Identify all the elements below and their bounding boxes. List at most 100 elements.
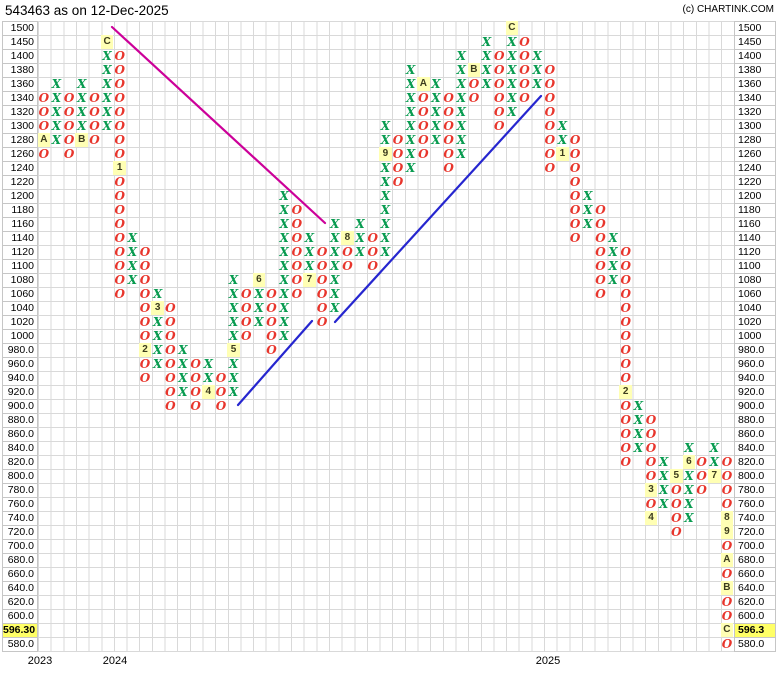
pnf-x-cell: X xyxy=(279,315,289,329)
pnf-x-cell: X xyxy=(102,77,112,91)
pnf-x-cell: X xyxy=(380,245,391,259)
price-label-left: 1020 xyxy=(2,314,38,330)
pnf-month-marker: 2 xyxy=(619,385,633,399)
price-label-left: 1280 xyxy=(2,132,38,148)
pnf-month-marker: A xyxy=(417,77,430,91)
pnf-o-cell: O xyxy=(595,245,606,259)
pnf-o-cell: O xyxy=(595,273,606,287)
pnf-o-cell: O xyxy=(139,287,151,301)
pnf-o-cell: O xyxy=(114,245,125,259)
pnf-x-cell: X xyxy=(203,357,213,371)
pnf-o-cell: O xyxy=(392,133,404,147)
pnf-o-cell: O xyxy=(671,511,682,525)
pnf-x-cell: X xyxy=(456,91,466,105)
pnf-o-cell: O xyxy=(89,91,100,105)
pnf-x-cell: X xyxy=(406,133,416,147)
price-label-left: 1200 xyxy=(2,188,38,204)
pnf-x-cell: X xyxy=(304,259,315,273)
pnf-x-cell: X xyxy=(431,77,441,91)
pnf-o-cell: O xyxy=(342,245,353,259)
price-label-right: 920.0 xyxy=(734,384,776,400)
pnf-month-marker: 8 xyxy=(720,511,734,525)
pnf-o-cell: O xyxy=(114,217,125,231)
price-label-right: 1120 xyxy=(734,244,776,260)
pnf-x-cell: X xyxy=(228,273,239,287)
pnf-o-cell: O xyxy=(620,427,631,441)
price-label-right: 700.0 xyxy=(734,538,776,554)
pnf-x-cell: X xyxy=(406,147,416,161)
pnf-o-cell: O xyxy=(569,203,581,217)
pnf-o-cell: O xyxy=(443,133,454,147)
price-label-left: 660.0 xyxy=(2,566,38,582)
price-label-left: 840.0 xyxy=(2,440,38,456)
pnf-o-cell: O xyxy=(443,91,454,105)
pnf-o-cell: O xyxy=(721,539,733,553)
price-label-right: 1220 xyxy=(734,174,776,190)
pnf-x-cell: X xyxy=(102,91,112,105)
pnf-x-cell: X xyxy=(633,427,644,441)
pnf-o-cell: O xyxy=(696,455,707,469)
price-label-right: 640.0 xyxy=(734,580,776,596)
pnf-x-cell: X xyxy=(153,343,163,357)
pnf-o-cell: O xyxy=(165,315,176,329)
price-label-right: 880.0 xyxy=(734,412,776,428)
pnf-x-cell: X xyxy=(406,119,416,133)
pnf-o-cell: O xyxy=(165,357,176,371)
pnf-x-cell: X xyxy=(279,217,289,231)
price-label-left: 980.0 xyxy=(2,342,38,358)
pnf-o-cell: O xyxy=(266,301,277,315)
pnf-x-cell: X xyxy=(456,133,466,147)
price-label-left: 620.0 xyxy=(2,594,38,610)
price-label-left: 1180 xyxy=(2,202,38,218)
pnf-o-cell: O xyxy=(620,371,631,385)
pnf-o-cell: O xyxy=(519,49,530,63)
pnf-month-marker: 2 xyxy=(138,343,152,357)
pnf-o-cell: O xyxy=(493,91,505,105)
price-label-left: 1220 xyxy=(2,174,38,190)
pnf-x-cell: X xyxy=(456,105,466,119)
pnf-o-cell: O xyxy=(316,273,328,287)
pnf-x-cell: X xyxy=(380,133,391,147)
pnf-x-cell: X xyxy=(532,63,542,77)
pnf-o-cell: O xyxy=(114,273,125,287)
price-label-left: 820.0 xyxy=(2,454,38,470)
pnf-o-cell: O xyxy=(392,175,404,189)
pnf-x-cell: X xyxy=(127,259,138,273)
pnf-o-cell: O xyxy=(418,147,429,161)
pnf-o-cell: O xyxy=(165,385,176,399)
pnf-o-cell: O xyxy=(190,399,201,413)
price-label-right: 1180 xyxy=(734,202,776,218)
pnf-x-cell: X xyxy=(507,91,517,105)
price-label-right: 780.0 xyxy=(734,482,776,498)
pnf-o-cell: O xyxy=(418,133,429,147)
pnf-o-cell: O xyxy=(595,287,606,301)
pnf-o-cell: O xyxy=(316,245,328,259)
pnf-o-cell: O xyxy=(38,147,50,161)
pnf-month-marker: 7 xyxy=(707,469,721,483)
pnf-o-cell: O xyxy=(266,315,277,329)
pnf-o-cell: O xyxy=(418,119,429,133)
price-label-right: 1000 xyxy=(734,328,776,344)
price-label-left: 760.0 xyxy=(2,496,38,512)
year-label-2023: 2023 xyxy=(27,655,53,667)
pnf-x-cell: X xyxy=(228,329,239,343)
price-label-left: 900.0 xyxy=(2,398,38,414)
pnf-x-cell: X xyxy=(456,63,466,77)
pnf-o-cell: O xyxy=(139,273,151,287)
price-label-right: 1240 xyxy=(734,160,776,176)
pnf-o-cell: O xyxy=(721,567,733,581)
pnf-x-cell: X xyxy=(330,273,340,287)
pnf-o-cell: O xyxy=(418,91,429,105)
price-label-left: 640.0 xyxy=(2,580,38,596)
chart-title: 543463 as on 12-Dec-2025 xyxy=(5,3,169,18)
pnf-x-cell: X xyxy=(583,203,593,217)
pnf-x-cell: X xyxy=(608,273,618,287)
pnf-x-cell: X xyxy=(481,49,492,63)
pnf-o-cell: O xyxy=(114,105,125,119)
pnf-o-cell: O xyxy=(620,455,631,469)
pnf-o-cell: O xyxy=(443,161,454,175)
pnf-month-marker: A xyxy=(37,133,51,147)
price-label-right: 1260 xyxy=(734,146,776,162)
pnf-o-cell: O xyxy=(114,133,125,147)
pnf-o-cell: O xyxy=(240,287,252,301)
